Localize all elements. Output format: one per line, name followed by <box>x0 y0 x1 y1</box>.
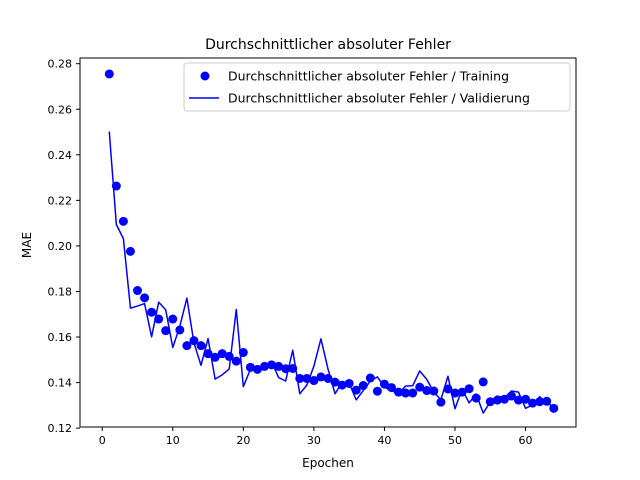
y-tick-label: 0.24 <box>48 149 73 162</box>
training-point <box>182 341 192 351</box>
training-point <box>224 351 234 361</box>
training-point <box>217 349 227 359</box>
training-point <box>443 384 453 394</box>
training-point <box>302 373 312 383</box>
training-point <box>429 386 439 396</box>
training-point <box>260 361 269 371</box>
training-point <box>118 216 128 226</box>
training-point <box>168 314 178 324</box>
y-tick-label: 0.28 <box>48 58 73 71</box>
training-point <box>535 397 545 407</box>
training-point <box>528 398 538 408</box>
legend-training-label: Durchschnittlicher absoluter Fehler / Tr… <box>228 69 509 84</box>
training-point <box>288 363 298 373</box>
training-point <box>415 382 425 392</box>
training-point <box>267 360 277 370</box>
x-axis-ticks: 0 10 20 30 40 50 60 <box>99 427 533 447</box>
training-point <box>372 386 382 396</box>
training-point <box>281 364 291 374</box>
chart-title: Durchschnittlicher absoluter Fehler <box>205 37 451 53</box>
training-point <box>203 349 213 359</box>
training-point <box>104 69 114 79</box>
training-point <box>506 391 516 401</box>
x-tick-label: 30 <box>307 434 321 447</box>
training-point <box>147 307 157 317</box>
x-tick-label: 10 <box>166 434 180 447</box>
training-point <box>521 394 531 404</box>
training-point <box>140 293 150 303</box>
training-point <box>111 181 121 191</box>
legend: Durchschnittlicher absoluter Fehler / Tr… <box>183 62 571 112</box>
y-axis-ticks: 0.12 0.14 0.16 0.18 0.20 0.22 0.24 0.26 0.28 <box>48 58 80 435</box>
training-point <box>189 336 199 346</box>
training-point <box>499 394 509 404</box>
training-point <box>358 381 368 391</box>
x-axis-label: Epochen <box>302 456 354 470</box>
training-point <box>351 385 361 395</box>
training-point <box>485 397 495 407</box>
training-point <box>344 378 354 388</box>
legend-validation-label: Durchschnittlicher absoluter Fehler / Va… <box>228 91 530 106</box>
training-point <box>457 387 467 397</box>
training-point <box>309 376 319 386</box>
y-tick-label: 0.18 <box>48 285 73 298</box>
training-point <box>450 388 460 398</box>
x-tick-label: 20 <box>236 434 250 447</box>
training-point <box>471 393 481 403</box>
training-point <box>252 364 262 374</box>
y-tick-label: 0.16 <box>48 331 73 344</box>
training-point <box>125 246 135 256</box>
training-point <box>154 314 164 324</box>
training-point <box>175 325 185 335</box>
y-tick-label: 0.26 <box>48 103 73 116</box>
training-point <box>210 352 220 362</box>
training-point <box>464 384 474 394</box>
training-point <box>422 386 432 396</box>
training-point <box>196 341 206 351</box>
training-point <box>365 373 375 383</box>
training-point <box>387 383 396 393</box>
x-tick-label: 50 <box>448 434 462 447</box>
training-point <box>379 379 389 389</box>
training-point <box>295 373 305 383</box>
x-tick-label: 60 <box>519 434 533 447</box>
training-point <box>161 326 171 336</box>
training-point <box>549 403 559 413</box>
training-point <box>323 373 333 383</box>
training-point <box>401 388 411 398</box>
plot-area <box>79 57 577 428</box>
y-tick-label: 0.14 <box>48 377 73 390</box>
axes-frame <box>79 57 577 428</box>
legend-box <box>183 62 571 112</box>
x-tick-label: 40 <box>377 434 391 447</box>
training-point <box>542 396 552 406</box>
training-point <box>492 395 502 405</box>
y-tick-label: 0.12 <box>48 422 73 435</box>
training-point <box>478 377 488 387</box>
y-tick-label: 0.20 <box>48 240 73 253</box>
training-point <box>245 362 255 372</box>
y-axis-label: MAE <box>20 232 34 258</box>
training-point <box>133 286 142 296</box>
training-point <box>436 397 446 407</box>
training-point <box>514 395 523 405</box>
training-point <box>408 388 418 398</box>
y-tick-label: 0.22 <box>48 194 73 207</box>
training-point <box>394 387 404 397</box>
training-point <box>231 356 241 366</box>
training-point <box>238 348 248 358</box>
legend-training-marker <box>200 71 210 81</box>
x-tick-label: 0 <box>99 434 106 447</box>
training-point <box>274 361 284 371</box>
training-point <box>337 380 347 390</box>
training-point <box>330 377 340 387</box>
training-point <box>316 372 326 382</box>
